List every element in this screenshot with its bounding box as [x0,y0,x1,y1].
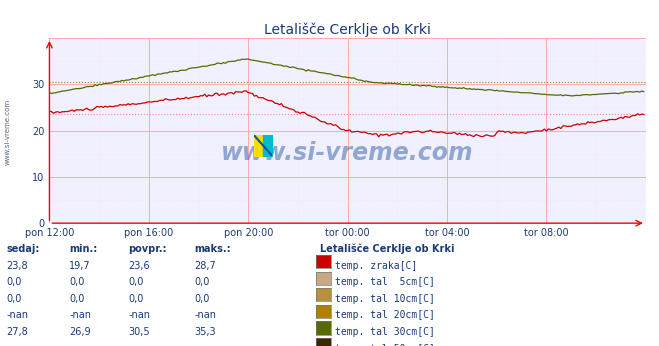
Text: Letališče Cerklje ob Krki: Letališče Cerklje ob Krki [320,244,454,254]
Text: -nan: -nan [7,310,28,320]
Text: temp. tal  5cm[C]: temp. tal 5cm[C] [335,277,435,287]
Text: temp. tal 30cm[C]: temp. tal 30cm[C] [335,327,435,337]
Text: 0,0: 0,0 [7,277,22,287]
Text: -nan: -nan [69,310,91,320]
Text: 0,0: 0,0 [69,277,84,287]
Text: 35,3: 35,3 [194,327,216,337]
Text: temp. tal 20cm[C]: temp. tal 20cm[C] [335,310,435,320]
Text: temp. tal 10cm[C]: temp. tal 10cm[C] [335,294,435,304]
Text: 23,6: 23,6 [129,261,150,271]
Text: 0,0: 0,0 [129,277,144,287]
Text: min.:: min.: [69,244,98,254]
Text: -nan: -nan [194,344,216,346]
Text: -nan: -nan [129,344,150,346]
Text: www.si-vreme.com: www.si-vreme.com [5,98,11,165]
Text: 0,0: 0,0 [69,294,84,304]
Text: -nan: -nan [129,310,150,320]
Text: temp. zraka[C]: temp. zraka[C] [335,261,417,271]
Title: Letališče Cerklje ob Krki: Letališče Cerklje ob Krki [264,22,431,37]
Text: -nan: -nan [194,310,216,320]
Text: maks.:: maks.: [194,244,231,254]
Text: 0,0: 0,0 [194,294,210,304]
Text: 30,5: 30,5 [129,327,150,337]
Text: povpr.:: povpr.: [129,244,167,254]
Text: 19,7: 19,7 [69,261,91,271]
Text: 0,0: 0,0 [129,294,144,304]
Text: 28,7: 28,7 [194,261,216,271]
Text: 23,8: 23,8 [7,261,28,271]
Text: -nan: -nan [7,344,28,346]
Text: temp. tal 50cm[C]: temp. tal 50cm[C] [335,344,435,346]
Text: 27,8: 27,8 [7,327,28,337]
Text: 0,0: 0,0 [194,277,210,287]
Text: 26,9: 26,9 [69,327,91,337]
Text: www.si-vreme.com: www.si-vreme.com [221,141,474,165]
Text: sedaj:: sedaj: [7,244,40,254]
Text: -nan: -nan [69,344,91,346]
Text: 0,0: 0,0 [7,294,22,304]
